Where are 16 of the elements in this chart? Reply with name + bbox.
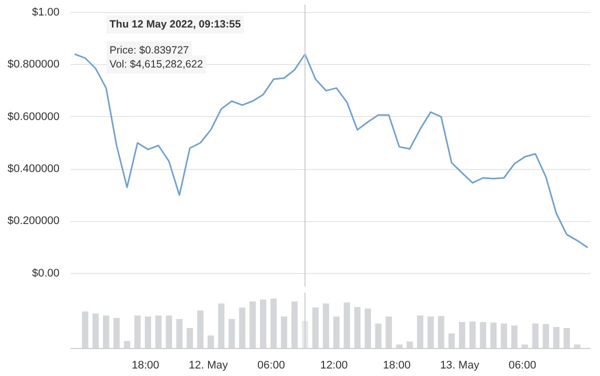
y-tick-label: $0.00 (32, 267, 60, 280)
annotation: Thu 12 May 2022, 09:13:55 (110, 18, 241, 30)
y-tick-label: $0.800000 (8, 58, 60, 71)
annotation: Price: $0.839727 (110, 44, 190, 56)
y-tick-label: $1.00 (32, 6, 60, 18)
x-tick-label: 12:00 (320, 360, 348, 372)
x-tick-label: 12. May (188, 360, 228, 372)
x-tick-label: 06:00 (257, 360, 285, 372)
y-tick-label: $0.200000 (8, 215, 60, 228)
x-tick-label: 13. May (440, 360, 480, 372)
x-tick-label: 18:00 (383, 360, 411, 372)
x-tick-label: 18:00 (132, 360, 160, 372)
x-tick-label: 06:00 (508, 360, 536, 372)
y-tick-label: $0.600000 (8, 110, 60, 123)
y-tick-label: $0.400000 (8, 163, 60, 175)
annotation: Vol: $4,615,282,622 (110, 58, 204, 70)
